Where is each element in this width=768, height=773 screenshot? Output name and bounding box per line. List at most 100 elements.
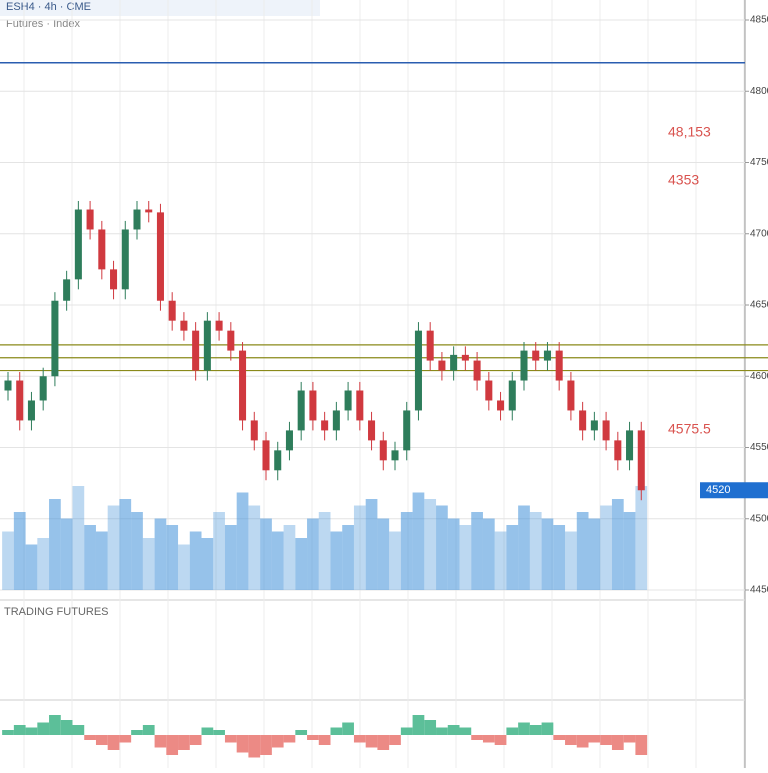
- volume-bar: [154, 518, 167, 590]
- oscillator-bar: [131, 730, 143, 735]
- volume-bar: [2, 531, 14, 590]
- volume-bar: [494, 531, 507, 590]
- volume-bar: [471, 512, 483, 590]
- volume-bar: [518, 505, 530, 590]
- y-tick-label: 4550: [750, 442, 768, 453]
- oscillator-title: TRADING FUTURES: [4, 606, 109, 618]
- oscillator-bar: [518, 722, 530, 735]
- volume-bar: [49, 499, 61, 590]
- volume-bar: [541, 518, 554, 590]
- oscillator-bar: [541, 722, 554, 735]
- candle-body: [98, 229, 106, 270]
- oscillator-bar: [588, 735, 601, 743]
- oscillator-bar: [576, 735, 589, 748]
- y-tick-label: 4600: [750, 371, 768, 382]
- oscillator-bar: [13, 725, 26, 735]
- volume-bar: [459, 525, 472, 590]
- candle-body: [227, 330, 235, 351]
- volume-bar: [295, 538, 308, 590]
- candle-body: [438, 360, 446, 371]
- volume-bar: [13, 512, 26, 590]
- candle-body: [450, 354, 458, 371]
- candle-body: [520, 350, 528, 381]
- candle-body: [356, 390, 364, 421]
- volume-bar: [142, 538, 155, 590]
- volume-bar: [389, 531, 401, 590]
- candle-body: [391, 450, 399, 461]
- volume-bar: [236, 492, 249, 590]
- oscillator-bar: [318, 735, 331, 745]
- candle-body: [86, 209, 94, 230]
- volume-bar: [283, 525, 296, 590]
- y-tick-label: 4500: [750, 513, 768, 524]
- oscillator-bar: [529, 725, 542, 735]
- candle-body: [4, 380, 12, 391]
- oscillator-bar: [424, 720, 437, 735]
- oscillator-bar: [611, 735, 624, 750]
- candle-body: [274, 450, 282, 471]
- oscillator-bar: [400, 727, 413, 735]
- oscillator-bar: [25, 727, 38, 735]
- oscillator-bar: [623, 735, 636, 743]
- volume-bar: [248, 505, 261, 590]
- candle-body: [297, 390, 305, 431]
- price-annotation: 4575.5: [668, 421, 711, 437]
- oscillator-bar: [330, 727, 343, 735]
- candle-body: [332, 410, 340, 431]
- oscillator-bar: [201, 727, 214, 735]
- volume-bar: [37, 538, 50, 590]
- oscillator-bar: [635, 735, 648, 755]
- candle-body: [590, 420, 598, 431]
- last-price-tag: [700, 482, 768, 499]
- candle-body: [180, 320, 188, 331]
- oscillator-bar: [154, 735, 167, 748]
- oscillator-bar: [37, 722, 50, 735]
- volume-bar: [412, 492, 425, 590]
- candle-body: [250, 420, 258, 441]
- candle-body: [262, 440, 270, 471]
- volume-bar: [424, 499, 437, 590]
- volume-bar: [553, 525, 566, 590]
- volume-bar: [224, 525, 237, 590]
- volume-bar: [318, 512, 331, 590]
- oscillator-bar: [236, 735, 249, 753]
- oscillator-bar: [365, 735, 378, 748]
- volume-bar: [436, 505, 448, 590]
- oscillator-bar: [49, 715, 61, 735]
- symbol-title[interactable]: ESH4 · 4h · CME: [6, 1, 91, 13]
- price-annotation: 4353: [668, 172, 699, 188]
- volume-bar: [377, 518, 390, 590]
- oscillator-bar: [178, 735, 190, 750]
- oscillator-bar: [260, 735, 272, 755]
- oscillator-bar: [166, 735, 179, 755]
- candle-body: [614, 440, 622, 461]
- candle-body: [543, 350, 551, 361]
- candle-body: [403, 410, 411, 451]
- candle-body: [51, 300, 59, 377]
- oscillator-bar: [389, 735, 401, 745]
- volume-bar: [623, 512, 636, 590]
- y-tick-label: 4850: [750, 15, 768, 26]
- oscillator-bar: [2, 730, 14, 735]
- candle-body: [156, 212, 164, 301]
- candle-body: [215, 320, 223, 331]
- volume-bar: [400, 512, 413, 590]
- volume-bar: [189, 531, 202, 590]
- volume-bar: [565, 531, 577, 590]
- oscillator-bar: [248, 735, 261, 758]
- oscillator-bar: [213, 730, 225, 735]
- volume-bar: [260, 518, 272, 590]
- oscillator-bar: [447, 725, 460, 735]
- volume-bar: [201, 538, 214, 590]
- last-price-label: 4520: [706, 484, 730, 496]
- volume-bar: [307, 518, 319, 590]
- oscillator-bar: [553, 735, 566, 740]
- candle-body: [239, 350, 247, 421]
- y-tick-label: 4700: [750, 228, 768, 239]
- volume-bar: [25, 544, 38, 590]
- volume-bar: [119, 499, 132, 590]
- candle-body: [39, 376, 47, 401]
- candle-body: [192, 330, 200, 371]
- candle-body: [344, 390, 352, 411]
- candle-body: [16, 380, 24, 421]
